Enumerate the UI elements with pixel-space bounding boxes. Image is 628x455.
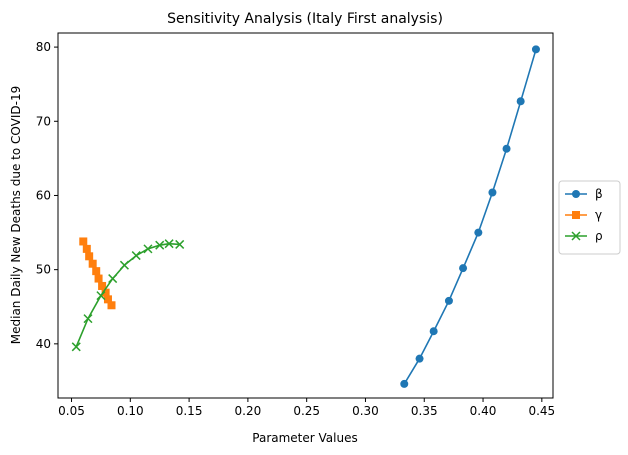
data-point	[107, 301, 116, 310]
data-point	[101, 288, 110, 297]
series-line	[403, 49, 537, 385]
data-point	[400, 379, 409, 388]
data-point	[488, 188, 497, 197]
data-point	[88, 259, 97, 268]
legend-label: β	[595, 187, 603, 201]
data-point	[92, 267, 101, 276]
x-axis: 0.05 0.10 0.15 0.20 0.25 0.30 0.35 0.40 0.45	[58, 398, 555, 418]
x-tick-label: 0.35	[411, 404, 438, 418]
plot-area	[71, 45, 540, 388]
series-2	[71, 239, 185, 352]
data-point	[83, 314, 93, 324]
chart-title: Sensitivity Analysis (Italy First analys…	[167, 11, 443, 27]
data-point	[119, 260, 129, 270]
data-point	[96, 291, 106, 301]
data-point	[131, 251, 141, 261]
y-tick-label: 80	[36, 40, 51, 54]
legend-box	[558, 180, 621, 255]
data-point	[82, 244, 91, 253]
data-point	[155, 240, 165, 250]
data-point	[164, 239, 174, 249]
legend-label: ρ	[595, 229, 603, 243]
data-point	[502, 144, 511, 153]
x-tick-label: 0.25	[293, 404, 320, 418]
data-point	[79, 237, 88, 246]
data-point	[94, 274, 103, 283]
data-point	[71, 342, 81, 352]
y-axis: 40 50 60 70 80	[36, 40, 58, 351]
data-point	[429, 327, 438, 336]
series-line	[75, 242, 180, 348]
data-point	[98, 281, 107, 290]
data-point	[143, 244, 153, 254]
y-tick-label: 40	[36, 337, 51, 351]
y-axis-title: Median Daily New Deaths due to COVID-19	[9, 86, 23, 344]
series-0	[400, 45, 540, 388]
legend-marker	[571, 231, 581, 241]
plot-frame	[57, 32, 554, 399]
x-tick-label: 0.10	[117, 404, 144, 418]
x-tick-label: 0.20	[235, 404, 262, 418]
x-tick-label: 0.40	[470, 404, 497, 418]
series-1	[79, 237, 116, 310]
data-point	[531, 45, 540, 54]
data-point	[516, 97, 525, 106]
legend: βγρ	[558, 180, 621, 255]
y-tick-label: 60	[36, 188, 51, 202]
data-point	[459, 264, 468, 273]
x-tick-label: 0.30	[352, 404, 379, 418]
data-point	[85, 252, 94, 261]
x-tick-label: 0.05	[58, 404, 85, 418]
data-point	[444, 296, 453, 305]
x-axis-title: Parameter Values	[252, 431, 357, 445]
y-tick-label: 50	[36, 263, 51, 277]
legend-label: γ	[595, 208, 602, 222]
legend-marker	[572, 190, 580, 198]
data-point	[474, 228, 483, 237]
data-point	[415, 354, 424, 363]
x-tick-label: 0.15	[176, 404, 203, 418]
data-point	[103, 295, 112, 304]
data-point	[108, 274, 118, 284]
y-tick-label: 70	[36, 114, 51, 128]
data-point	[175, 239, 185, 249]
legend-marker	[572, 211, 580, 219]
x-tick-label: 0.45	[528, 404, 555, 418]
